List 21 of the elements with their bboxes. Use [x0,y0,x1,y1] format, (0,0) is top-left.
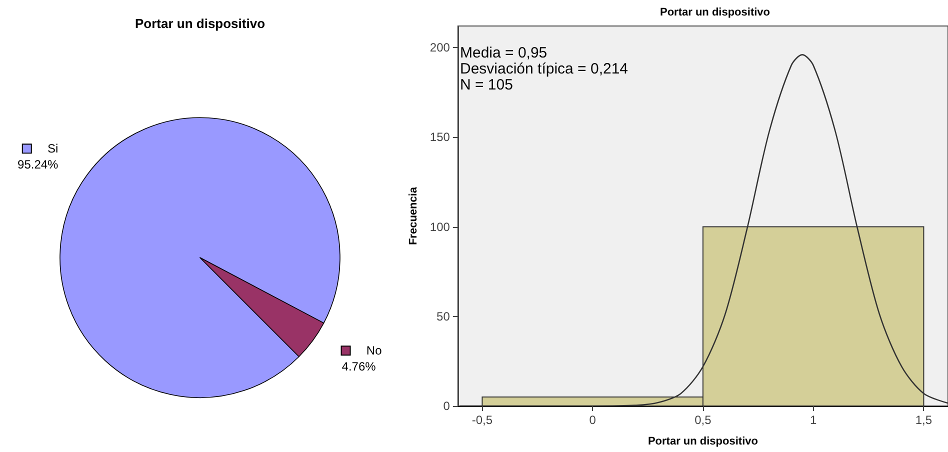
legend-label: No [366,344,382,358]
y-tick-label: 0 [443,399,450,413]
y-tick-label: 100 [430,220,450,234]
x-tick-label: 1 [810,413,817,427]
annotation: N = 105 [460,76,513,94]
annotation: Media = 0,95 [460,44,548,62]
chart-title: Portar un dispositivo [134,16,266,31]
x-tick-label: 0,5 [694,413,712,427]
annotation: Desviación típica = 0,214 [460,60,628,78]
legend-label: Si [48,142,58,156]
x-tick-label: -0,5 [472,413,493,427]
chart-title: Portar un dispositivo [660,6,770,18]
y-axis-title: Frecuencia [408,186,420,246]
y-tick-label: 150 [430,130,450,144]
x-tick-label: 0 [589,413,596,427]
x-axis-title: Portar un dispositivo [648,436,758,448]
data-label: 95.24% [18,158,59,172]
y-tick-label: 200 [430,40,450,55]
data-label: 4.76% [342,360,376,374]
y-tick-label: 50 [436,309,450,324]
x-tick-label: 1,5 [915,413,932,427]
